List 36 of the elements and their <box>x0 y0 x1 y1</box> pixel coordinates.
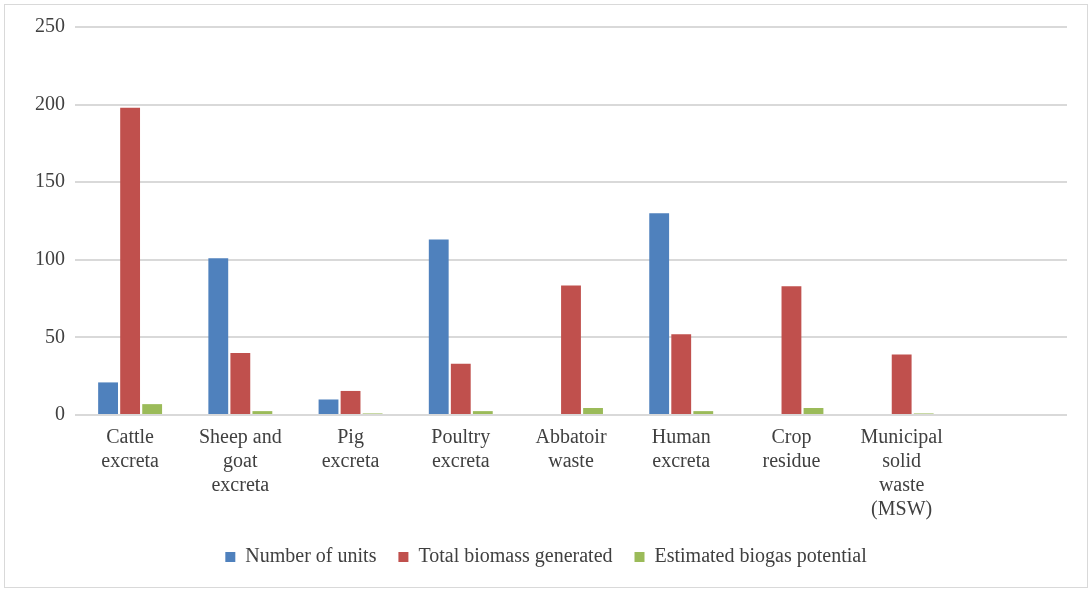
bar <box>583 408 603 414</box>
x-tick-label: Crop residue <box>762 425 821 472</box>
bar <box>142 404 163 414</box>
bar <box>318 399 339 414</box>
x-tick-label: Pig excreta <box>321 425 380 472</box>
y-tick-label: 100 <box>35 247 65 270</box>
legend-label: Total biomass generated <box>418 544 613 568</box>
x-tick-label: Abbatoir waste <box>535 425 607 472</box>
x-tick-label: Cattle excreta <box>101 425 160 472</box>
bar <box>803 408 824 414</box>
x-tick-label: Sheep and goat excreta <box>198 425 282 496</box>
bar <box>891 354 912 414</box>
y-tick-label: 50 <box>45 324 65 347</box>
bar <box>252 411 273 414</box>
bar <box>98 382 118 414</box>
bar <box>649 213 670 414</box>
x-tick-label: Municipal solid waste (MSW) <box>860 425 944 521</box>
bar <box>671 334 692 414</box>
bar <box>230 352 251 414</box>
x-tick-label: Human excreta <box>651 425 711 472</box>
bar <box>208 258 229 414</box>
bar <box>428 239 449 414</box>
x-tick-label: Poultry excreta <box>431 425 491 472</box>
y-tick-label: 0 <box>55 402 65 425</box>
y-tick-label: 200 <box>35 91 65 114</box>
y-tick-label: 150 <box>35 169 65 192</box>
bar <box>120 107 141 414</box>
legend-label: Number of units <box>245 544 377 567</box>
bar <box>693 411 714 414</box>
bar <box>472 411 493 414</box>
bar <box>340 390 361 414</box>
legend-label: Estimated biogas potential <box>654 544 868 568</box>
bar <box>781 286 802 414</box>
bar <box>561 285 581 414</box>
bar <box>450 363 471 414</box>
y-tick-label: 250 <box>35 14 65 37</box>
